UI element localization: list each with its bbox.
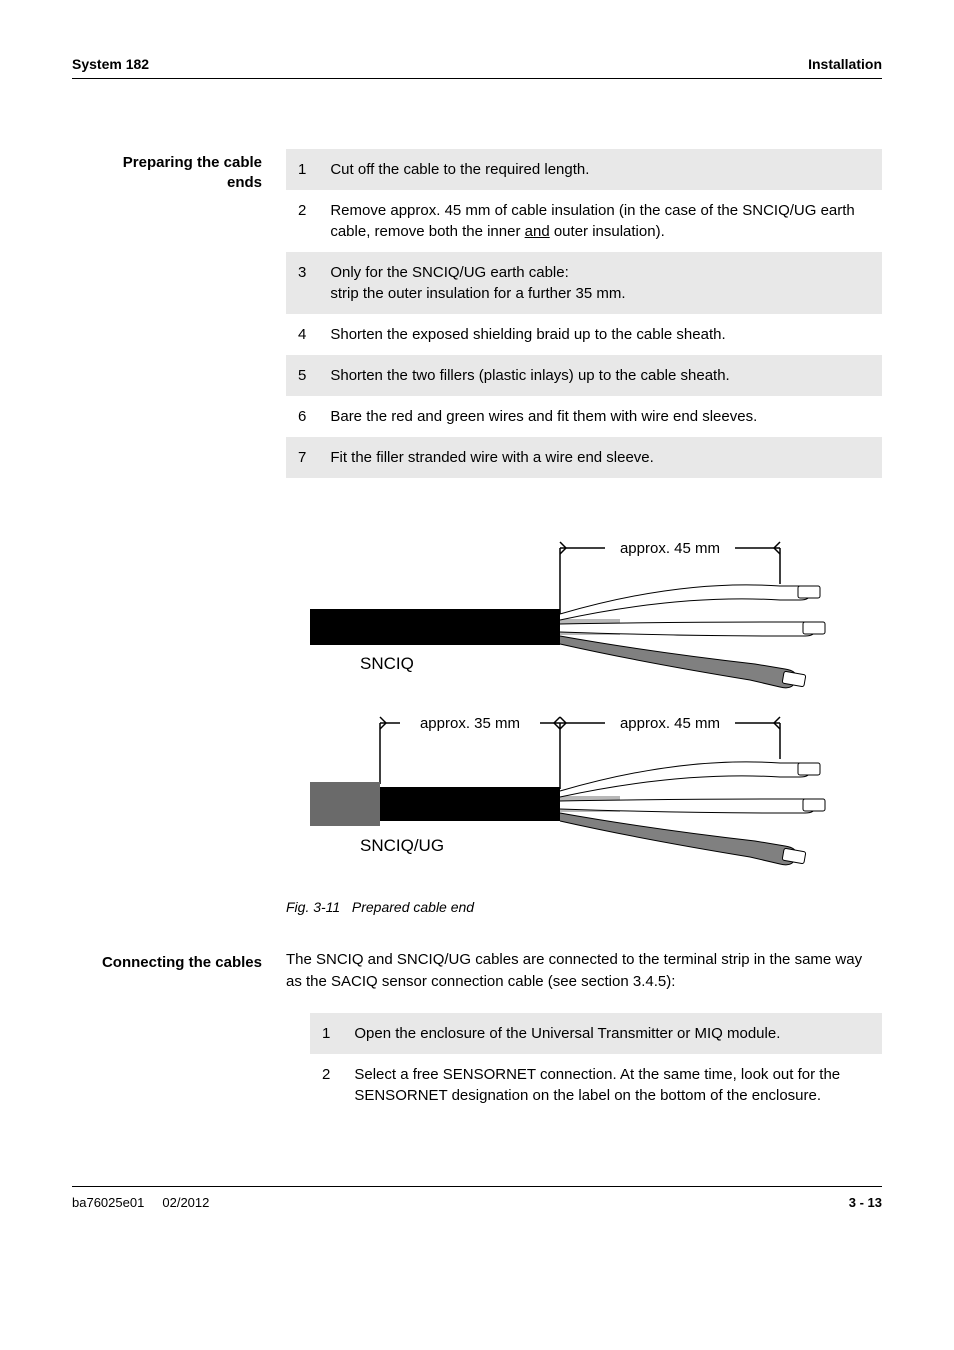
header-right: Installation <box>808 56 882 72</box>
cable-label: SNCIQ <box>360 654 414 673</box>
prep-steps-table: 1 Cut off the cable to the required leng… <box>286 149 882 478</box>
connect-paragraph: The SNCIQ and SNCIQ/UG cables are connec… <box>286 949 882 993</box>
step-num: 2 <box>310 1054 342 1116</box>
figure-caption: Fig. 3-11 Prepared cable end <box>286 899 882 915</box>
caption-prefix: Fig. 3-11 <box>286 899 340 915</box>
table-row: 7 Fit the filler stranded wire with a wi… <box>286 437 882 478</box>
caption-text: Prepared cable end <box>352 899 474 915</box>
connect-steps-table: 1 Open the enclosure of the Universal Tr… <box>310 1013 882 1116</box>
step-text: Remove approx. 45 mm of cable insulation… <box>318 190 882 252</box>
table-row: 6 Bare the red and green wires and fit t… <box>286 396 882 437</box>
table-row: 5 Shorten the two fillers (plastic inlay… <box>286 355 882 396</box>
step-num: 5 <box>286 355 318 396</box>
side-label-line: Preparing the cable <box>123 154 262 171</box>
header-left: System 182 <box>72 56 149 72</box>
table-row: 3 Only for the SNCIQ/UG earth cable: str… <box>286 252 882 314</box>
step-text: Only for the SNCIQ/UG earth cable: strip… <box>318 252 882 314</box>
snciq-ug-diagram: approx. 35 mm approx. 45 mm <box>310 699 850 884</box>
footer-date: 02/2012 <box>162 1195 209 1210</box>
page-footer: ba76025e01 02/2012 3 - 13 <box>72 1186 882 1210</box>
footer-doc-id: ba76025e01 <box>72 1195 144 1210</box>
cable-label: SNCIQ/UG <box>360 836 444 855</box>
cable-filler <box>560 636 796 688</box>
footer-page-num: 3 - 13 <box>849 1195 882 1210</box>
step-num: 1 <box>310 1013 342 1054</box>
footer-left: ba76025e01 02/2012 <box>72 1195 209 1210</box>
step-num: 6 <box>286 396 318 437</box>
dim-label: approx. 35 mm <box>420 715 520 732</box>
section-label-connect: Connecting the cables <box>72 949 262 1116</box>
cable-wire <box>560 585 810 620</box>
table-row: 2 Select a free SENSORNET connection. At… <box>310 1054 882 1116</box>
snciq-diagram: approx. 45 mm <box>310 524 850 694</box>
step-text: Select a free SENSORNET connection. At t… <box>342 1054 882 1116</box>
page-header: System 182 Installation <box>72 56 882 79</box>
cable-diagram: approx. 45 mm <box>310 524 882 889</box>
step-num: 3 <box>286 252 318 314</box>
text-span: outer insulation). <box>550 223 665 240</box>
step-text: Shorten the exposed shielding braid up t… <box>318 314 882 355</box>
table-row: 4 Shorten the exposed shielding braid up… <box>286 314 882 355</box>
step-num: 2 <box>286 190 318 252</box>
side-label-line: ends <box>227 174 262 191</box>
table-row: 2 Remove approx. 45 mm of cable insulati… <box>286 190 882 252</box>
step-text: Cut off the cable to the required length… <box>318 149 882 190</box>
cable-filler <box>560 813 796 865</box>
step-text: Open the enclosure of the Universal Tran… <box>342 1013 882 1054</box>
table-row: 1 Cut off the cable to the required leng… <box>286 149 882 190</box>
cable-jacket <box>310 609 560 645</box>
step-num: 7 <box>286 437 318 478</box>
section-label-prep: Preparing the cable ends <box>72 149 262 933</box>
step-num: 4 <box>286 314 318 355</box>
step-text: Fit the filler stranded wire with a wire… <box>318 437 882 478</box>
text-underline: and <box>525 223 550 240</box>
cable-outer-jacket <box>310 782 380 826</box>
dim-label: approx. 45 mm <box>620 540 720 557</box>
step-text: Shorten the two fillers (plastic inlays)… <box>318 355 882 396</box>
side-label-line: Connecting the cables <box>102 954 262 971</box>
cable-wire <box>560 762 810 797</box>
dim-label: approx. 45 mm <box>620 715 720 732</box>
step-num: 1 <box>286 149 318 190</box>
step-text: Bare the red and green wires and fit the… <box>318 396 882 437</box>
table-row: 1 Open the enclosure of the Universal Tr… <box>310 1013 882 1054</box>
cable-inner-jacket <box>380 787 560 821</box>
